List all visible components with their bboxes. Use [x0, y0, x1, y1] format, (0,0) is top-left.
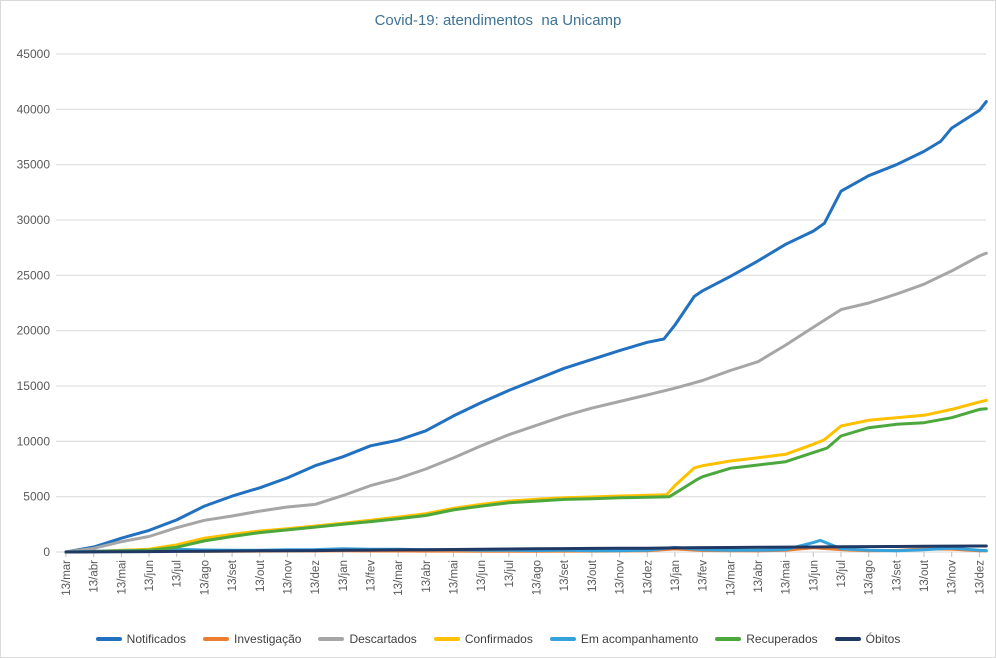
x-axis-label: 13/mai — [116, 560, 128, 595]
y-axis-label: 10000 — [17, 434, 51, 448]
x-axis-label: 13/dez — [974, 560, 986, 595]
x-axis-label: 13/nov — [615, 560, 627, 595]
x-axis-label: 13/fev — [698, 560, 710, 592]
y-axis-label: 20000 — [17, 324, 51, 338]
x-axis-label: 13/abr — [89, 560, 101, 593]
series-line-óbitos — [64, 544, 988, 554]
legend-swatch-icon — [715, 637, 742, 641]
legend-swatch-icon — [549, 637, 576, 641]
legend-item: Óbitos — [834, 632, 901, 646]
x-axis-label: 13/ago — [864, 560, 876, 595]
y-axis-label: 25000 — [17, 268, 51, 282]
x-axis-label: 13/out — [255, 559, 267, 592]
x-axis-label: 13/jul — [504, 560, 516, 588]
y-axis-label: 30000 — [17, 213, 51, 227]
x-axis-label: 13/mai — [781, 560, 793, 595]
x-axis-label: 13/ago — [199, 560, 211, 595]
x-axis-label: 13/jul — [172, 560, 184, 588]
legend-item: Em acompanhamento — [549, 632, 699, 646]
x-axis-label: 13/out — [919, 559, 931, 592]
x-axis-label: 13/mai — [449, 560, 461, 595]
legend-item: Notificados — [95, 632, 187, 646]
legend-label: Investigação — [234, 632, 302, 646]
y-axis-label: 45000 — [17, 47, 51, 61]
chart-title: Covid-19: atendimentos na Unicamp — [374, 12, 622, 29]
legend-item: Confirmados — [433, 632, 533, 646]
x-axis-label: 13/jun — [476, 560, 488, 591]
x-axis-label: 13/dez — [642, 560, 654, 595]
series-line-descartados — [64, 251, 988, 554]
x-axis-label: 13/fev — [366, 560, 378, 592]
x-axis-label: 13/jun — [144, 560, 156, 591]
y-axis-label: 5000 — [23, 490, 50, 504]
legend: Notificados Investigação Descartados Confir… — [1, 632, 995, 646]
legend-swatch-icon — [95, 637, 122, 641]
legend-label: Em acompanhamento — [580, 632, 699, 646]
legend-swatch-icon — [433, 637, 460, 641]
x-axis-label: 13/set — [559, 559, 571, 591]
x-axis-label: 13/set — [227, 559, 239, 591]
legend-item: Descartados — [318, 632, 417, 646]
legend-label: Confirmados — [464, 632, 533, 646]
x-axis-label: 13/jul — [836, 560, 848, 588]
legend-swatch-icon — [318, 637, 345, 641]
x-axis-label: 13/nov — [947, 560, 959, 595]
x-axis-label: 13/mar — [393, 560, 405, 596]
x-axis-label: 13/abr — [753, 560, 765, 593]
y-axis-label: 15000 — [17, 379, 51, 393]
legend-swatch-icon — [834, 637, 861, 641]
y-axis-label: 35000 — [17, 158, 51, 172]
y-axis-label: 0 — [43, 545, 50, 559]
legend-item: Investigação — [203, 632, 301, 646]
x-axis-label: 13/abr — [421, 560, 433, 593]
x-axis-label: 13/jan — [670, 560, 682, 591]
legend-label: Notificados — [126, 632, 187, 646]
x-axis-label: 13/jan — [338, 560, 350, 591]
x-axis-label: 13/set — [891, 559, 903, 591]
x-axis-label: 13/jun — [808, 560, 820, 591]
x-axis-label: 13/out — [587, 559, 599, 592]
series-line-recuperados — [64, 407, 988, 554]
series-line-notificados — [64, 100, 988, 554]
legend-label: Recuperados — [746, 632, 818, 646]
legend-item: Recuperados — [715, 632, 818, 646]
x-axis-label: 13/mar — [61, 560, 73, 596]
x-axis-label: 13/dez — [310, 560, 322, 595]
x-axis-label: 13/nov — [282, 560, 294, 595]
legend-swatch-icon — [203, 637, 230, 641]
y-axis-label: 40000 — [17, 102, 51, 116]
x-axis-label: 13/mar — [725, 560, 737, 596]
legend-label: Descartados — [349, 632, 417, 646]
x-axis-label: 13/ago — [532, 560, 544, 595]
series-line-confirmados — [64, 398, 988, 554]
legend-label: Óbitos — [865, 632, 901, 646]
